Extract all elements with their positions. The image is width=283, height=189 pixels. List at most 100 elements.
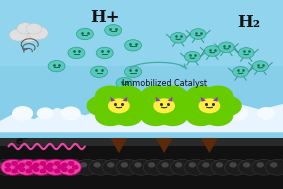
Circle shape	[43, 159, 67, 175]
Polygon shape	[156, 138, 173, 153]
Circle shape	[67, 163, 73, 167]
Circle shape	[1, 159, 25, 175]
Circle shape	[12, 169, 17, 173]
Circle shape	[29, 159, 53, 175]
Circle shape	[190, 29, 206, 39]
Circle shape	[198, 159, 221, 175]
Circle shape	[9, 29, 27, 41]
Circle shape	[121, 163, 127, 167]
Circle shape	[26, 169, 31, 173]
Circle shape	[225, 159, 248, 175]
Circle shape	[68, 169, 74, 173]
Polygon shape	[156, 97, 161, 102]
Circle shape	[238, 159, 262, 175]
Polygon shape	[122, 97, 127, 102]
Circle shape	[178, 96, 207, 116]
Circle shape	[211, 159, 235, 175]
Circle shape	[17, 23, 34, 34]
Circle shape	[158, 106, 187, 125]
Circle shape	[105, 25, 122, 36]
Circle shape	[57, 159, 81, 175]
Polygon shape	[201, 138, 218, 153]
Circle shape	[68, 162, 74, 165]
Circle shape	[35, 159, 58, 175]
Circle shape	[154, 99, 174, 113]
Circle shape	[0, 163, 5, 167]
Circle shape	[102, 159, 126, 175]
Circle shape	[186, 86, 216, 106]
Circle shape	[20, 163, 25, 167]
Circle shape	[135, 163, 141, 167]
Circle shape	[48, 163, 53, 167]
Circle shape	[96, 86, 125, 106]
Circle shape	[34, 163, 39, 167]
Circle shape	[216, 163, 222, 167]
Circle shape	[30, 166, 35, 169]
Circle shape	[143, 159, 167, 175]
Circle shape	[54, 169, 60, 173]
Circle shape	[113, 106, 142, 125]
Circle shape	[198, 107, 216, 119]
Circle shape	[212, 96, 241, 116]
Circle shape	[87, 96, 117, 116]
Circle shape	[166, 96, 196, 116]
Circle shape	[68, 47, 85, 59]
Circle shape	[203, 163, 209, 167]
Circle shape	[203, 86, 233, 106]
Circle shape	[61, 107, 80, 120]
Circle shape	[13, 107, 33, 120]
Circle shape	[16, 26, 40, 42]
Circle shape	[125, 66, 142, 77]
Circle shape	[0, 159, 18, 175]
Polygon shape	[168, 97, 173, 102]
Circle shape	[149, 163, 155, 167]
Circle shape	[189, 163, 195, 167]
Circle shape	[96, 106, 125, 125]
Circle shape	[21, 159, 45, 175]
Circle shape	[40, 163, 46, 167]
Circle shape	[62, 163, 67, 167]
Circle shape	[257, 163, 263, 167]
Circle shape	[147, 94, 181, 117]
Circle shape	[233, 67, 248, 77]
Circle shape	[48, 159, 72, 175]
Circle shape	[48, 168, 53, 171]
Circle shape	[116, 159, 140, 175]
Circle shape	[62, 159, 85, 175]
Circle shape	[116, 77, 133, 89]
Polygon shape	[201, 97, 206, 102]
Polygon shape	[0, 0, 283, 66]
Circle shape	[75, 159, 99, 175]
Circle shape	[176, 163, 182, 167]
Polygon shape	[213, 97, 218, 102]
Circle shape	[192, 94, 226, 117]
Circle shape	[26, 163, 32, 167]
Circle shape	[203, 106, 233, 125]
Circle shape	[59, 166, 64, 169]
Circle shape	[76, 28, 93, 40]
Text: Immobilized Catalyst: Immobilized Catalyst	[122, 79, 207, 88]
Circle shape	[94, 163, 100, 167]
Circle shape	[7, 159, 31, 175]
Circle shape	[15, 159, 39, 175]
Polygon shape	[110, 97, 115, 102]
Circle shape	[170, 33, 186, 43]
Circle shape	[40, 162, 46, 165]
Circle shape	[168, 108, 183, 119]
Circle shape	[244, 163, 250, 167]
Circle shape	[230, 163, 236, 167]
Circle shape	[170, 159, 194, 175]
Circle shape	[113, 86, 142, 106]
Circle shape	[44, 166, 50, 169]
Circle shape	[125, 40, 142, 51]
Circle shape	[228, 107, 248, 120]
Circle shape	[26, 162, 31, 165]
Circle shape	[130, 159, 153, 175]
Circle shape	[252, 159, 276, 175]
Circle shape	[48, 60, 65, 72]
Circle shape	[218, 42, 234, 53]
Circle shape	[132, 107, 151, 120]
Circle shape	[141, 106, 170, 125]
Circle shape	[53, 163, 59, 167]
Circle shape	[186, 106, 216, 125]
